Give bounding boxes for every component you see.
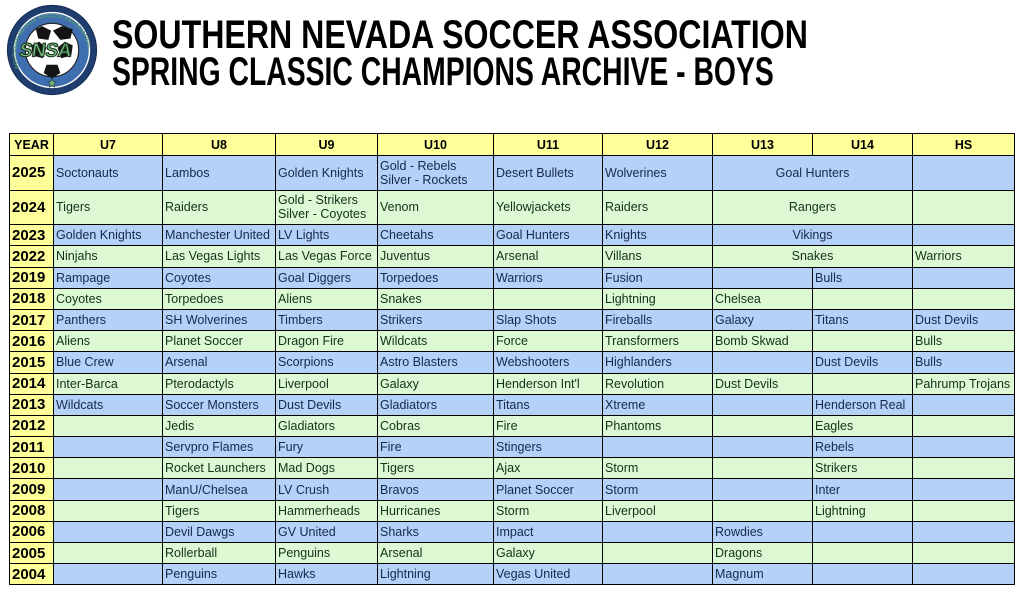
- svg-text:SNSA: SNSA: [18, 40, 73, 62]
